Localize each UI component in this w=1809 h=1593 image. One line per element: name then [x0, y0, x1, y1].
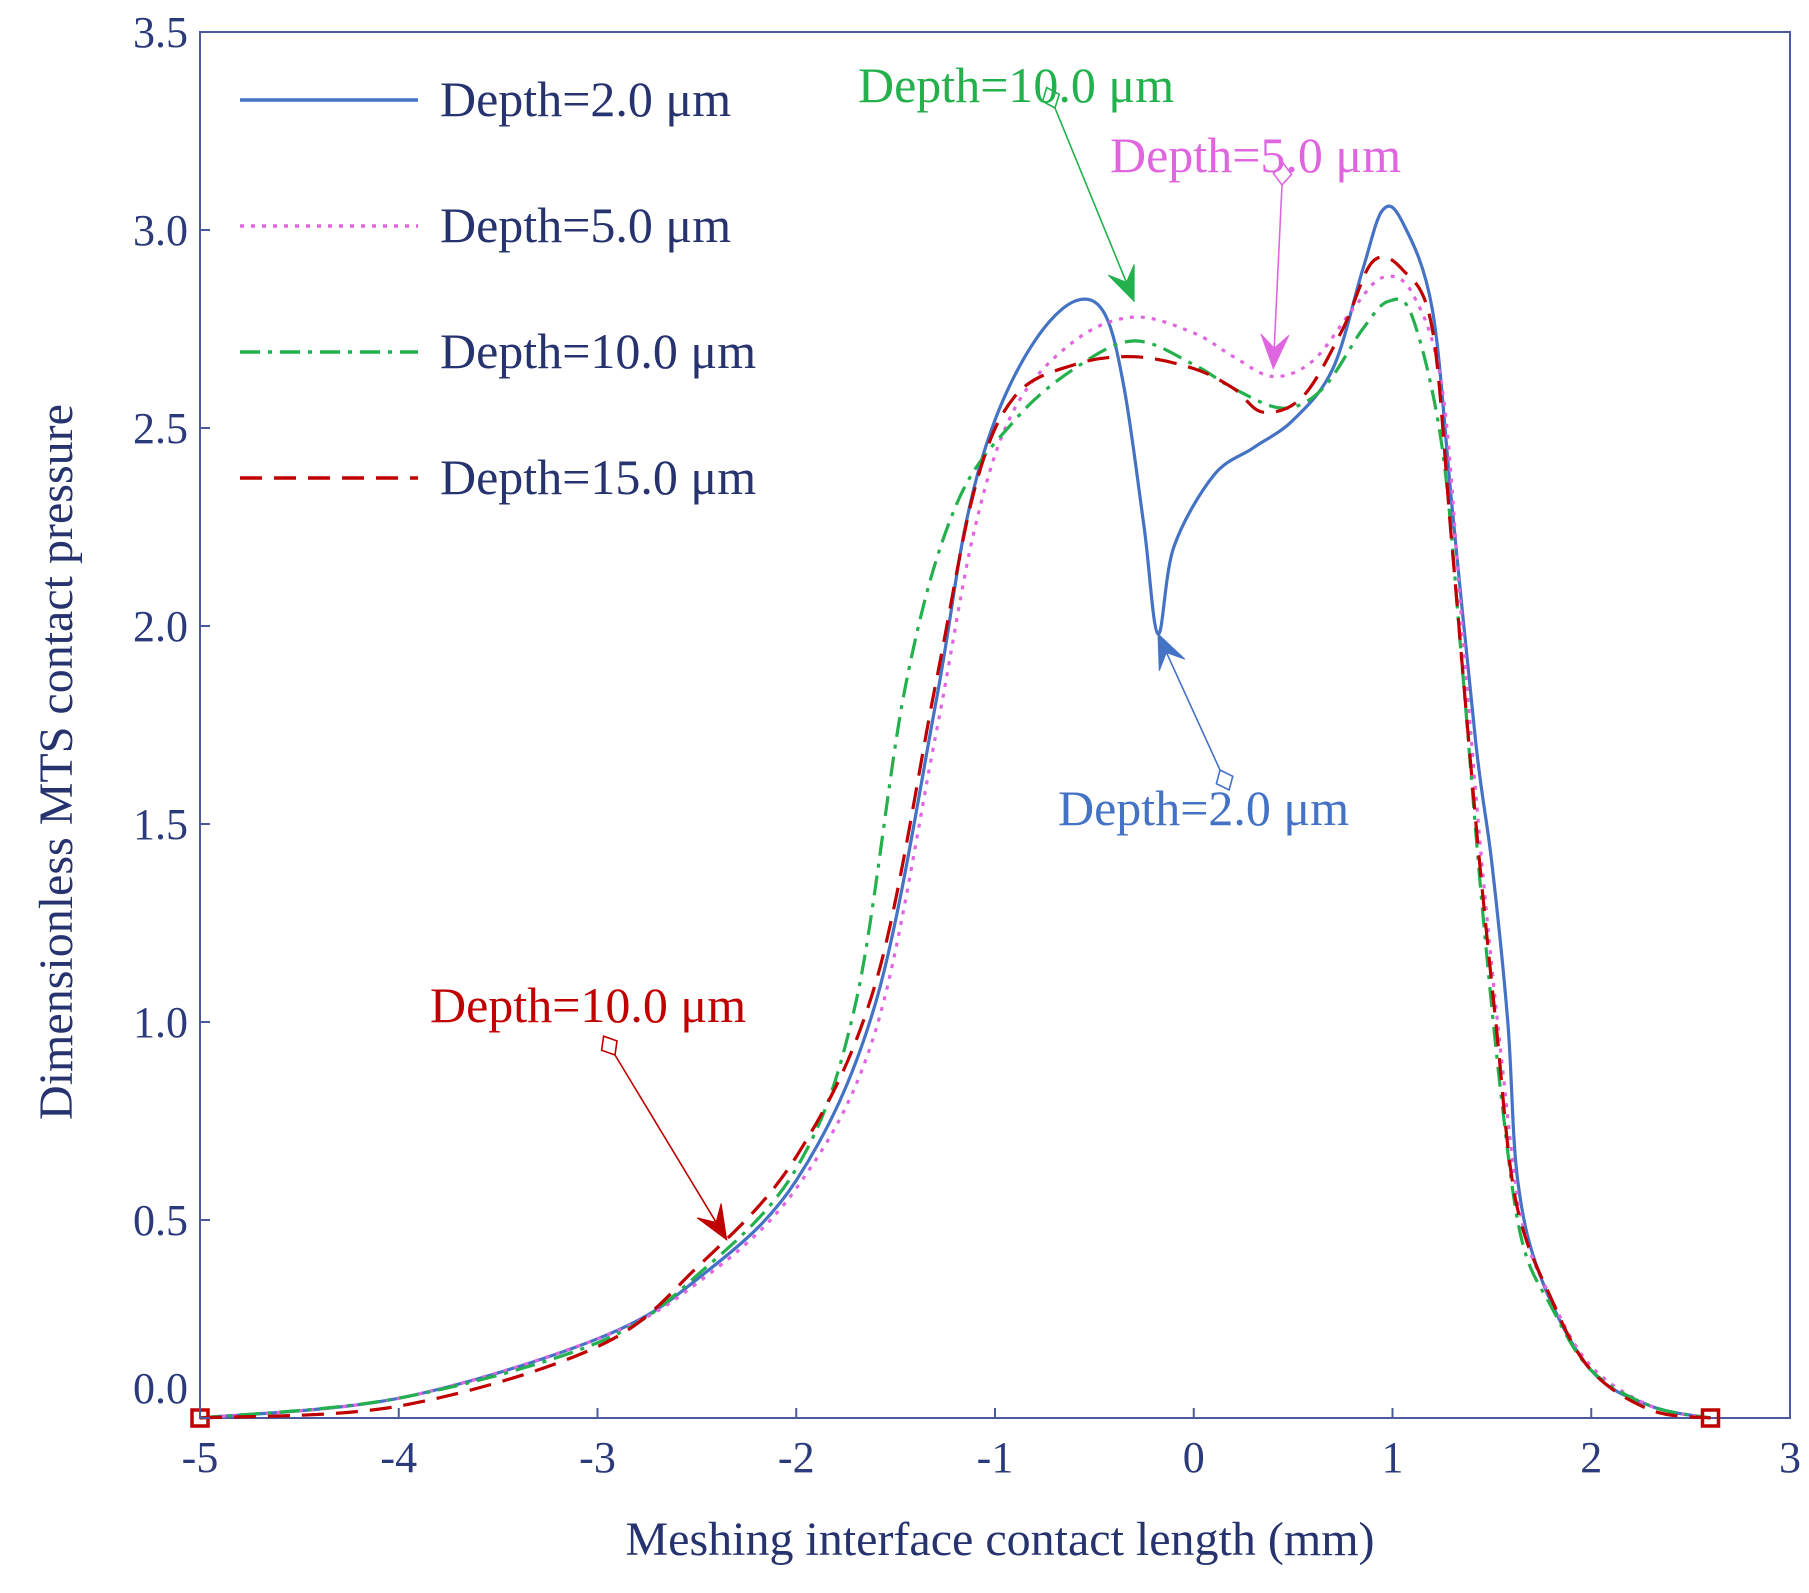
annotation-leader: [1157, 633, 1221, 771]
x-tick-label: 1: [1382, 1433, 1404, 1482]
annotation-leader: [614, 1054, 728, 1241]
y-tick-label: 1.0: [133, 998, 188, 1047]
y-tick-label: 0.5: [133, 1196, 188, 1245]
annotation-leader: [1272, 184, 1283, 369]
annotation-leader: [1054, 107, 1135, 302]
legend-label-1: Depth=2.0 μm: [440, 71, 731, 127]
x-tick-label: -5: [182, 1433, 219, 1482]
annotation-4: Depth=10.0 μm: [430, 977, 746, 1241]
annotations: Depth=10.0 μm Depth=5.0 μm Depth=2.0 μm Dep…: [430, 57, 1401, 1241]
legend-label-4: Depth=15.0 μm: [440, 449, 756, 505]
annotation-arrowhead: [1107, 264, 1135, 303]
annotation-label-4: Depth=10.0 μm: [430, 977, 746, 1033]
x-tick-label: 0: [1183, 1433, 1205, 1482]
series-line-4: [199, 255, 1711, 1420]
legend: Depth=2.0 μm Depth=5.0 μm Depth=10.0 μm Dep…: [240, 71, 756, 505]
annotation-arrowhead: [1260, 333, 1290, 370]
y-tick-label: 2.0: [133, 602, 188, 651]
legend-label-2: Depth=5.0 μm: [440, 197, 731, 253]
x-tick-label: -3: [579, 1433, 616, 1482]
x-tick-label: -2: [778, 1433, 815, 1482]
endpoint-marker: [1700, 1408, 1721, 1428]
annotation-3: Depth=2.0 μm: [1058, 632, 1349, 836]
y-tick-label: 2.5: [133, 404, 188, 453]
y-tick-label: 3.0: [133, 206, 188, 255]
y-tick-label: 0.0: [133, 1364, 188, 1413]
annotation-arrowhead: [1157, 632, 1186, 671]
annotation-diamond: [1041, 86, 1061, 110]
series-layer: [190, 204, 1721, 1428]
annotation-diamond: [1272, 161, 1293, 187]
x-tick-label: 3: [1779, 1433, 1801, 1482]
annotation-label-1: Depth=10.0 μm: [858, 57, 1174, 113]
y-tick-label: 1.5: [133, 800, 188, 849]
series-line-2: [199, 274, 1711, 1420]
x-tick-label: -1: [977, 1433, 1014, 1482]
annotation-2: Depth=5.0 μm: [1110, 127, 1401, 370]
x-tick-label: -4: [380, 1433, 417, 1482]
annotation-diamond: [1215, 768, 1234, 792]
legend-label-3: Depth=10.0 μm: [440, 323, 756, 379]
annotation-diamond: [600, 1035, 618, 1057]
x-tick-label: 2: [1580, 1433, 1602, 1482]
y-axis-title: Dimensionless MTS contact pressure: [30, 404, 83, 1120]
series-line-1: [199, 204, 1711, 1420]
tick-labels: -5 -4 -3 -2 -1 0 1 2 3 0.0 0.5 1.0 1.5 2.0 2.5 3.0 3.5: [133, 8, 1801, 1482]
annotation-label-2: Depth=5.0 μm: [1110, 127, 1401, 183]
y-tick-label: 3.5: [133, 8, 188, 57]
annotation-arrowhead: [696, 1203, 728, 1241]
x-axis-title: Meshing interface contact length (mm): [625, 1513, 1374, 1566]
annotation-label-3: Depth=2.0 μm: [1058, 780, 1349, 836]
annotation-1: Depth=10.0 μm: [858, 57, 1174, 303]
